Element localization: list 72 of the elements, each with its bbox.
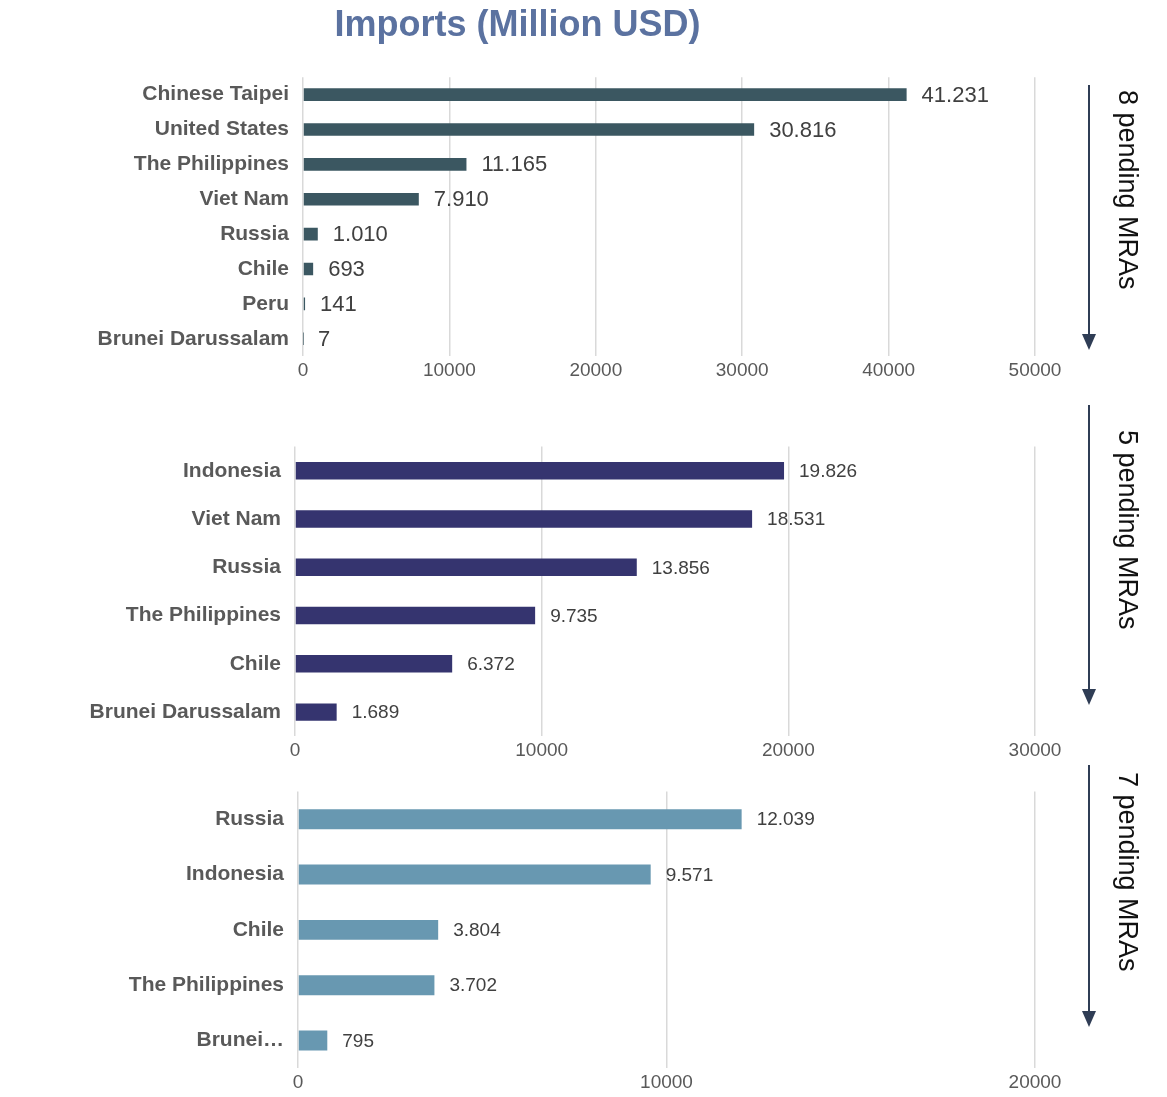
bar: [303, 158, 467, 171]
y-tick-label: The Philippines: [133, 151, 289, 175]
data-label: 141: [320, 290, 357, 316]
data-label: 6.372: [467, 653, 515, 675]
data-label: 30.816: [769, 116, 837, 142]
x-tick-label: 30000: [1008, 738, 1062, 760]
data-label: 19.826: [799, 459, 858, 481]
bar: [303, 262, 314, 276]
y-tick-label: Chinese Taipei: [142, 81, 289, 105]
x-tick-label: 30000: [715, 358, 769, 380]
bar: [298, 1030, 328, 1051]
y-tick-label: Brunei Darussalam: [89, 698, 281, 722]
text: 5 pending MRAs: [1112, 430, 1143, 630]
y-tick-label: Viet Nam: [191, 505, 281, 529]
y-tick-label: Peru: [242, 290, 289, 314]
bar: [298, 864, 651, 885]
data-label: 12.039: [756, 808, 815, 830]
y-tick-label: Indonesia: [185, 861, 285, 885]
bar: [295, 655, 453, 673]
data-label: 41.231: [921, 81, 989, 107]
x-tick-label: 0: [292, 1070, 304, 1092]
x-tick-label: 10000: [515, 738, 569, 760]
bar: [303, 227, 318, 241]
data-label: 693: [328, 256, 365, 282]
y-tick-label: Russia: [212, 554, 282, 578]
x-tick-label: 10000: [640, 1070, 693, 1092]
text: 7 pending MRAs: [1112, 772, 1143, 972]
data-label: 3.702: [449, 974, 497, 996]
y-tick-label: United States: [154, 116, 289, 140]
data-label: 9.571: [665, 863, 714, 885]
data-label: 18.531: [767, 508, 826, 530]
data-label: 11.165: [481, 151, 548, 177]
x-tick-label: 0: [289, 738, 301, 760]
x-tick-label: 40000: [862, 358, 916, 380]
x-tick-label: 20000: [569, 358, 623, 380]
data-label: 795: [342, 1029, 374, 1051]
x-tick-label: 20000: [1008, 1070, 1062, 1092]
data-label: 9.735: [550, 604, 598, 626]
y-tick-label: Chile: [237, 255, 289, 279]
y-tick-label: Russia: [215, 806, 285, 830]
bar: [303, 88, 907, 101]
y-tick-label: Brunei Darussalam: [97, 325, 289, 349]
data-label: 7.910: [433, 186, 489, 212]
data-label: 7: [318, 325, 331, 351]
y-tick-label: Russia: [220, 220, 290, 244]
bar: [298, 975, 435, 996]
data-label: 1.010: [332, 221, 388, 247]
text: 8 pending MRAs: [1112, 90, 1143, 290]
bar: [298, 809, 742, 830]
data-label: 13.856: [651, 556, 710, 578]
bar: [303, 123, 755, 136]
y-tick-label: Brunei…: [196, 1027, 284, 1051]
x-tick-label: 0: [297, 358, 309, 380]
y-tick-label: Viet Nam: [199, 186, 289, 210]
bar: [295, 703, 337, 721]
bar: [295, 462, 785, 480]
bar: [295, 558, 637, 576]
x-tick-label: 10000: [422, 358, 476, 380]
y-tick-label: Chile: [229, 650, 281, 674]
y-tick-label: Chile: [232, 916, 284, 940]
chart-title: Imports (Million USD): [334, 2, 701, 44]
bar: [295, 510, 753, 528]
y-tick-label: The Philippines: [125, 602, 281, 626]
y-tick-label: The Philippines: [128, 972, 284, 996]
y-tick-label: Indonesia: [182, 457, 282, 481]
data-label: 3.804: [453, 919, 502, 941]
x-tick-label: 50000: [1008, 358, 1062, 380]
bar: [298, 919, 439, 940]
x-tick-label: 20000: [761, 738, 815, 760]
bar: [295, 606, 536, 625]
bar: [303, 192, 419, 206]
data-label: 1.689: [351, 701, 400, 723]
